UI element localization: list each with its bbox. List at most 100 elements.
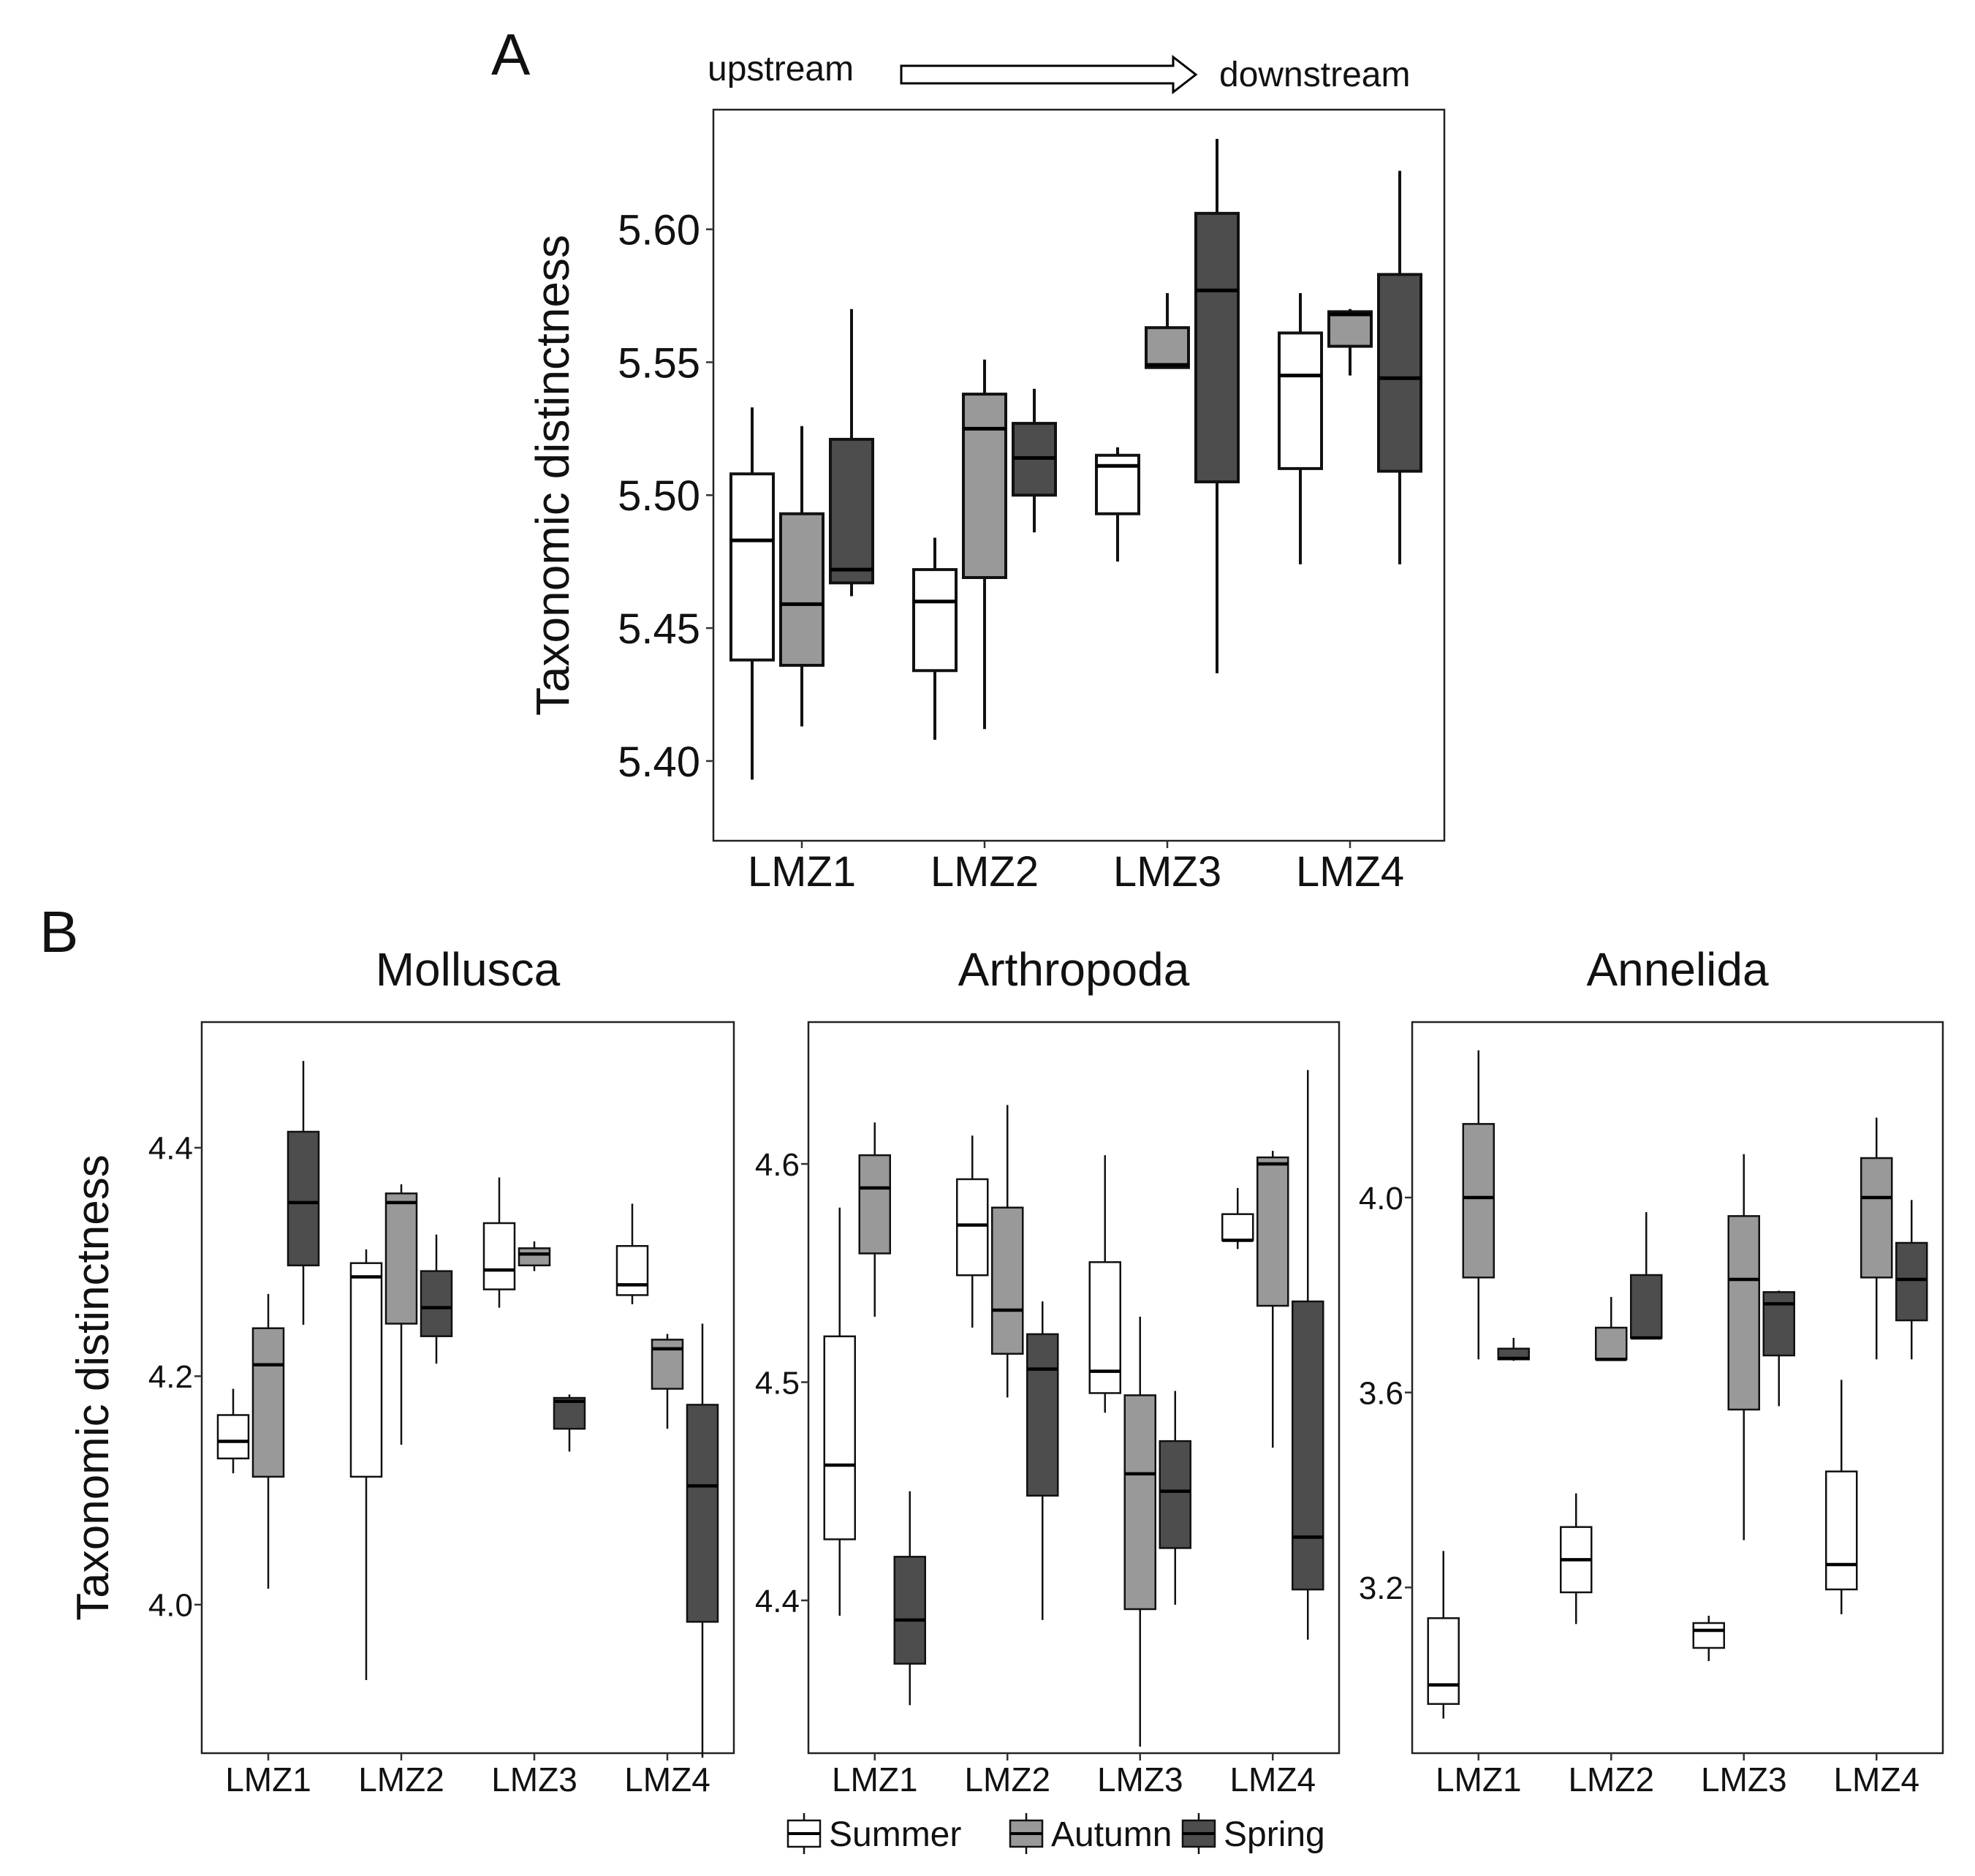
box-arthropoda-lmz4-summer — [1221, 1187, 1254, 1249]
iqr-box — [779, 512, 825, 667]
box-mollusca-lmz1-autumn — [251, 1293, 285, 1589]
iqr-box — [1462, 1123, 1495, 1279]
iqr-box — [1327, 310, 1373, 348]
iqr-box — [962, 393, 1007, 579]
iqr-box — [1159, 1440, 1191, 1549]
box-mollusca-lmz1-summer — [216, 1388, 250, 1474]
flow-arrow-icon — [900, 54, 1198, 95]
box-arthropoda-lmz2-autumn — [991, 1105, 1024, 1398]
box-a-lmz2-autumn — [962, 359, 1007, 730]
iqr-box — [420, 1270, 453, 1337]
iqr-box — [1825, 1470, 1858, 1591]
chart-mollusca: Mollusca 4.0 4.2 4.4 Taxonomic distinctness L… — [68, 943, 735, 1799]
iqr-box — [1762, 1291, 1795, 1357]
box-a-lmz4-autumn — [1327, 309, 1373, 376]
box-arthropoda-lmz2-summer — [956, 1135, 989, 1328]
y-tick-label: 4.0 — [148, 1588, 193, 1624]
x-tick-label: LMZ2 — [358, 1760, 444, 1799]
y-tick-label: 4.2 — [148, 1359, 193, 1395]
x-tick-label: LMZ3 — [1097, 1760, 1183, 1799]
box-arthropoda-lmz4-autumn — [1256, 1151, 1289, 1448]
box-annelida-lmz2-summer — [1560, 1493, 1593, 1625]
plot-frame-arthropoda — [807, 1021, 1341, 1755]
box-mollusca-lmz2-spring — [420, 1234, 453, 1364]
y-tick-label: 4.4 — [148, 1131, 193, 1167]
box-mollusca-lmz3-summer — [482, 1177, 516, 1308]
box-arthropoda-lmz3-autumn — [1123, 1316, 1156, 1747]
box-a-lmz2-spring — [1012, 388, 1057, 533]
box-annelida-lmz1-autumn — [1462, 1050, 1495, 1360]
box-annelida-lmz3-autumn — [1727, 1154, 1760, 1540]
box-annelida-lmz1-summer — [1427, 1551, 1460, 1719]
y-tick-label: 5.40 — [618, 738, 700, 786]
x-tick-label: LMZ2 — [964, 1760, 1050, 1799]
legend-item-summer: Summer — [786, 1813, 961, 1854]
x-tick-label: LMZ1 — [748, 848, 856, 896]
box-a-lmz3-summer — [1095, 447, 1140, 562]
y-tick-label: 5.55 — [618, 339, 700, 387]
chart-title-arthropoda: Arthropoda — [958, 943, 1190, 996]
iqr-box — [729, 472, 775, 662]
iqr-box — [251, 1327, 285, 1478]
legend-label: Spring — [1224, 1815, 1325, 1854]
iqr-box — [1221, 1213, 1254, 1241]
legend-item-spring: Spring — [1181, 1813, 1325, 1854]
legend-label: Summer — [829, 1815, 961, 1854]
x-tick-label: LMZ4 — [624, 1760, 710, 1799]
y-tick-label: 4.5 — [755, 1365, 800, 1401]
y-tick-label: 4.4 — [755, 1584, 800, 1619]
box-arthropoda-lmz3-spring — [1159, 1391, 1191, 1605]
iqr-box — [956, 1178, 989, 1276]
box-annelida-lmz4-spring — [1895, 1200, 1928, 1360]
y-axis-label: Taxonomic distinctness — [526, 235, 579, 716]
iqr-box — [829, 437, 874, 585]
plot-frame-a — [712, 108, 1446, 842]
iqr-box — [1595, 1326, 1628, 1361]
iqr-box — [686, 1404, 719, 1623]
box-a-lmz3-autumn — [1145, 292, 1190, 369]
x-tick-label: LMZ1 — [832, 1760, 918, 1799]
box-mollusca-lmz2-autumn — [384, 1184, 418, 1445]
box-arthropoda-lmz1-spring — [893, 1491, 926, 1706]
y-tick-label: 3.6 — [1359, 1376, 1403, 1412]
box-a-lmz1-spring — [829, 309, 874, 597]
box-mollusca-lmz4-summer — [615, 1203, 649, 1304]
y-tick-label: 5.60 — [618, 207, 700, 254]
x-tick-label: LMZ4 — [1296, 848, 1404, 896]
box-arthropoda-lmz1-summer — [823, 1207, 856, 1616]
y-tick-label: 4.0 — [1359, 1181, 1403, 1217]
box-arthropoda-lmz1-autumn — [858, 1122, 891, 1317]
box-arthropoda-lmz3-summer — [1088, 1155, 1121, 1413]
iqr-box — [384, 1192, 418, 1325]
y-axis-label: Taxonomic distinctness — [68, 1154, 118, 1621]
iqr-box — [1630, 1274, 1663, 1339]
x-tick-label: LMZ4 — [1833, 1760, 1919, 1799]
iqr-box — [216, 1414, 250, 1460]
iqr-box — [651, 1339, 684, 1390]
x-tick-label: LMZ2 — [930, 848, 1039, 896]
iqr-box — [1278, 331, 1323, 470]
iqr-box — [287, 1130, 320, 1267]
chart-title-mollusca: Mollusca — [376, 943, 561, 996]
iqr-box — [1860, 1157, 1893, 1279]
box-a-lmz4-summer — [1278, 292, 1323, 564]
box-annelida-lmz2-spring — [1630, 1212, 1663, 1340]
box-annelida-lmz4-summer — [1825, 1380, 1858, 1614]
box-annelida-lmz1-spring — [1497, 1338, 1530, 1361]
iqr-box — [858, 1154, 891, 1255]
box-annelida-lmz3-spring — [1762, 1290, 1795, 1407]
plot-frame-mollusca — [200, 1021, 735, 1755]
iqr-box — [893, 1556, 926, 1665]
box-arthropoda-lmz2-spring — [1026, 1301, 1059, 1620]
box-mollusca-lmz4-spring — [686, 1323, 719, 1758]
iqr-box — [912, 568, 958, 673]
legend-item-autumn: Autumn — [1009, 1813, 1172, 1854]
box-a-lmz1-autumn — [779, 425, 825, 727]
box-a-lmz3-spring — [1194, 139, 1240, 673]
iqr-box — [553, 1396, 586, 1430]
x-tick-label: LMZ3 — [1701, 1760, 1787, 1799]
x-tick-label: LMZ1 — [225, 1760, 311, 1799]
box-mollusca-lmz4-autumn — [651, 1334, 684, 1429]
iqr-box — [518, 1247, 551, 1267]
iqr-box — [991, 1206, 1024, 1355]
